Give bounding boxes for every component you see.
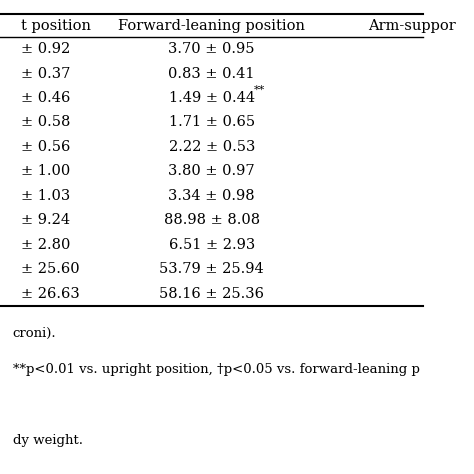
Text: ± 0.92: ± 0.92 (21, 42, 71, 56)
Text: ± 25.60: ± 25.60 (21, 262, 80, 276)
Text: ± 0.56: ± 0.56 (21, 140, 71, 154)
Text: ± 1.03: ± 1.03 (21, 189, 71, 203)
Text: **p<0.01 vs. upright position, †p<0.05 vs. forward-leaning p: **p<0.01 vs. upright position, †p<0.05 v… (13, 363, 419, 375)
Text: **: ** (254, 85, 264, 95)
Text: 1.49 ± 0.44: 1.49 ± 0.44 (169, 91, 255, 105)
Text: 3.70 ± 0.95: 3.70 ± 0.95 (168, 42, 255, 56)
Text: 2.22 ± 0.53: 2.22 ± 0.53 (169, 140, 255, 154)
Text: ± 9.24: ± 9.24 (21, 213, 70, 227)
Text: 53.79 ± 25.94: 53.79 ± 25.94 (159, 262, 264, 276)
Text: ± 0.37: ± 0.37 (21, 67, 71, 81)
Text: 0.83 ± 0.41: 0.83 ± 0.41 (168, 67, 255, 81)
Text: croni).: croni). (13, 327, 56, 340)
Text: ± 1.00: ± 1.00 (21, 164, 71, 178)
Text: 58.16 ± 25.36: 58.16 ± 25.36 (159, 286, 264, 301)
Text: ± 0.58: ± 0.58 (21, 116, 71, 129)
Text: Forward-leaning position: Forward-leaning position (118, 19, 305, 33)
Text: 6.51 ± 2.93: 6.51 ± 2.93 (169, 237, 255, 252)
Text: ± 2.80: ± 2.80 (21, 237, 71, 252)
Text: ± 0.46: ± 0.46 (21, 91, 71, 105)
Text: Arm-suppor: Arm-suppor (368, 19, 456, 33)
Text: ± 26.63: ± 26.63 (21, 286, 80, 301)
Text: 1.71 ± 0.65: 1.71 ± 0.65 (169, 116, 255, 129)
Text: 88.98 ± 8.08: 88.98 ± 8.08 (164, 213, 260, 227)
Text: 3.34 ± 0.98: 3.34 ± 0.98 (168, 189, 255, 203)
Text: t position: t position (21, 19, 91, 33)
Text: 3.80 ± 0.97: 3.80 ± 0.97 (168, 164, 255, 178)
Text: dy weight.: dy weight. (13, 434, 82, 447)
